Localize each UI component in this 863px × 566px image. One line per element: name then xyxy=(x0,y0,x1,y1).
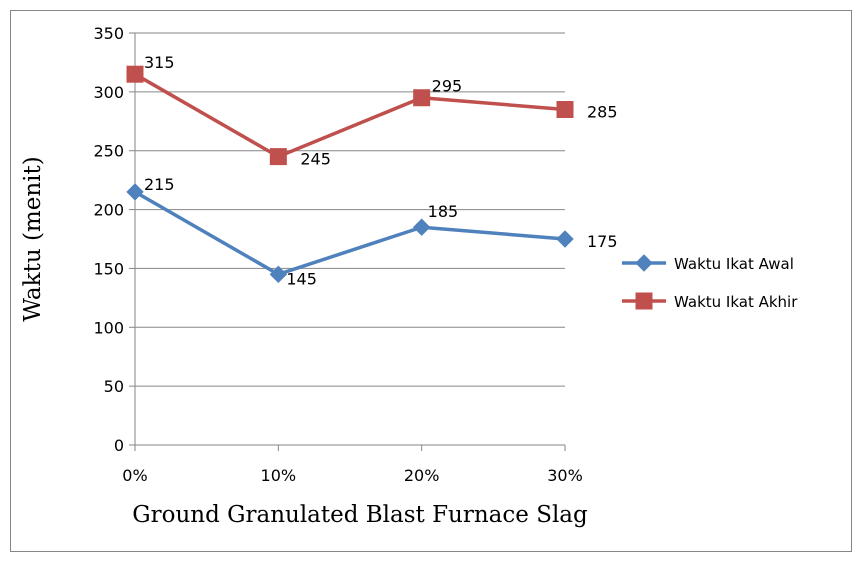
legend-marker-0 xyxy=(635,254,653,272)
data-label-0-2: 185 xyxy=(428,202,459,221)
x-tick-label-3: 30% xyxy=(547,466,583,485)
y-axis-title: Waktu (menit) xyxy=(20,156,46,321)
y-tick-label-50: 50 xyxy=(104,377,124,396)
data-point-0-0 xyxy=(126,183,144,201)
axes: 0 50 100 150 200 250 300 350 0% 10% 20% 30% xyxy=(93,24,582,485)
x-tick-label-2: 20% xyxy=(404,466,440,485)
y-tick-label-300: 300 xyxy=(93,83,124,102)
y-tick-label-150: 150 xyxy=(93,259,124,278)
x-axis-title: Ground Granulated Blast Furnace Slag xyxy=(132,502,588,528)
data-point-1-2 xyxy=(413,89,431,107)
series-line-0 xyxy=(134,190,566,277)
y-tick-label-200: 200 xyxy=(93,201,124,220)
data-point-0-2 xyxy=(412,218,431,236)
data-label-1-0: 315 xyxy=(144,53,175,72)
data-point-1-3 xyxy=(556,101,574,119)
data-point-1-1 xyxy=(269,148,287,166)
gridlines xyxy=(135,32,565,387)
y-tick-label-100: 100 xyxy=(93,318,124,337)
y-tick-label-350: 350 xyxy=(93,24,124,43)
data-label-0-1: 145 xyxy=(286,269,317,288)
series xyxy=(126,65,574,284)
x-tick-label-0: 0% xyxy=(122,466,147,485)
data-label-1-3: 285 xyxy=(587,103,618,122)
data-label-0-3: 175 xyxy=(587,232,618,251)
data-point-1-0 xyxy=(126,65,144,83)
data-label-1-2: 295 xyxy=(432,77,463,96)
x-tick-label-1: 10% xyxy=(261,466,297,485)
legend: Waktu Ikat Awal Waktu Ikat Akhir xyxy=(622,254,798,311)
series-line-1 xyxy=(134,72,566,159)
chart-border xyxy=(10,10,852,552)
legend-label-0: Waktu Ikat Awal xyxy=(674,255,794,273)
data-label-0-0: 215 xyxy=(144,175,175,194)
data-point-0-3 xyxy=(556,230,574,248)
y-tick-label-0: 0 xyxy=(114,436,124,455)
data-labels: 215 145 185 175 315 245 295 285 xyxy=(144,53,618,288)
data-point-0-1 xyxy=(269,265,288,284)
data-label-1-1: 245 xyxy=(300,150,331,169)
legend-marker-1 xyxy=(635,292,653,310)
legend-label-1: Waktu Ikat Akhir xyxy=(674,293,798,311)
y-tick-label-250: 250 xyxy=(93,142,124,161)
